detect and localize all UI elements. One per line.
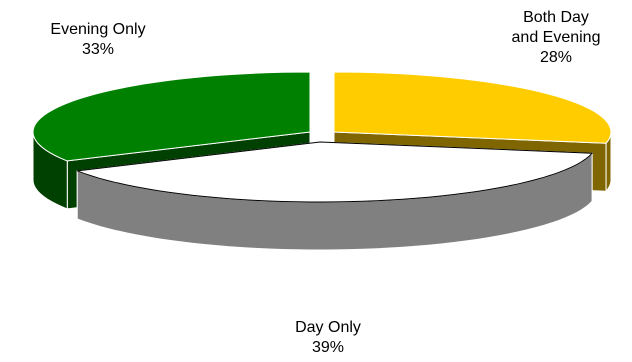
pie-slice-top <box>32 71 311 162</box>
pie-slice-day-only <box>76 141 594 251</box>
slice-label-percent: 28% <box>539 49 573 66</box>
slice-label-category: Day Only <box>295 319 361 336</box>
slice-label-day-only: Day Only 39% <box>258 318 398 358</box>
slice-label-category-line1: Both Day <box>523 9 589 26</box>
pie-slice-top <box>77 141 594 203</box>
slice-label-category: Evening Only <box>50 21 146 38</box>
slice-label-percent: 33% <box>81 41 115 58</box>
slice-label-percent: 39% <box>311 339 345 356</box>
slice-label-evening-only: Evening Only 33% <box>18 20 178 60</box>
slice-label-both-day-and-evening: Both Day and Evening 28% <box>486 8 626 68</box>
slice-label-category-line2: and Evening <box>511 29 601 46</box>
pie-slice-top <box>333 71 612 144</box>
